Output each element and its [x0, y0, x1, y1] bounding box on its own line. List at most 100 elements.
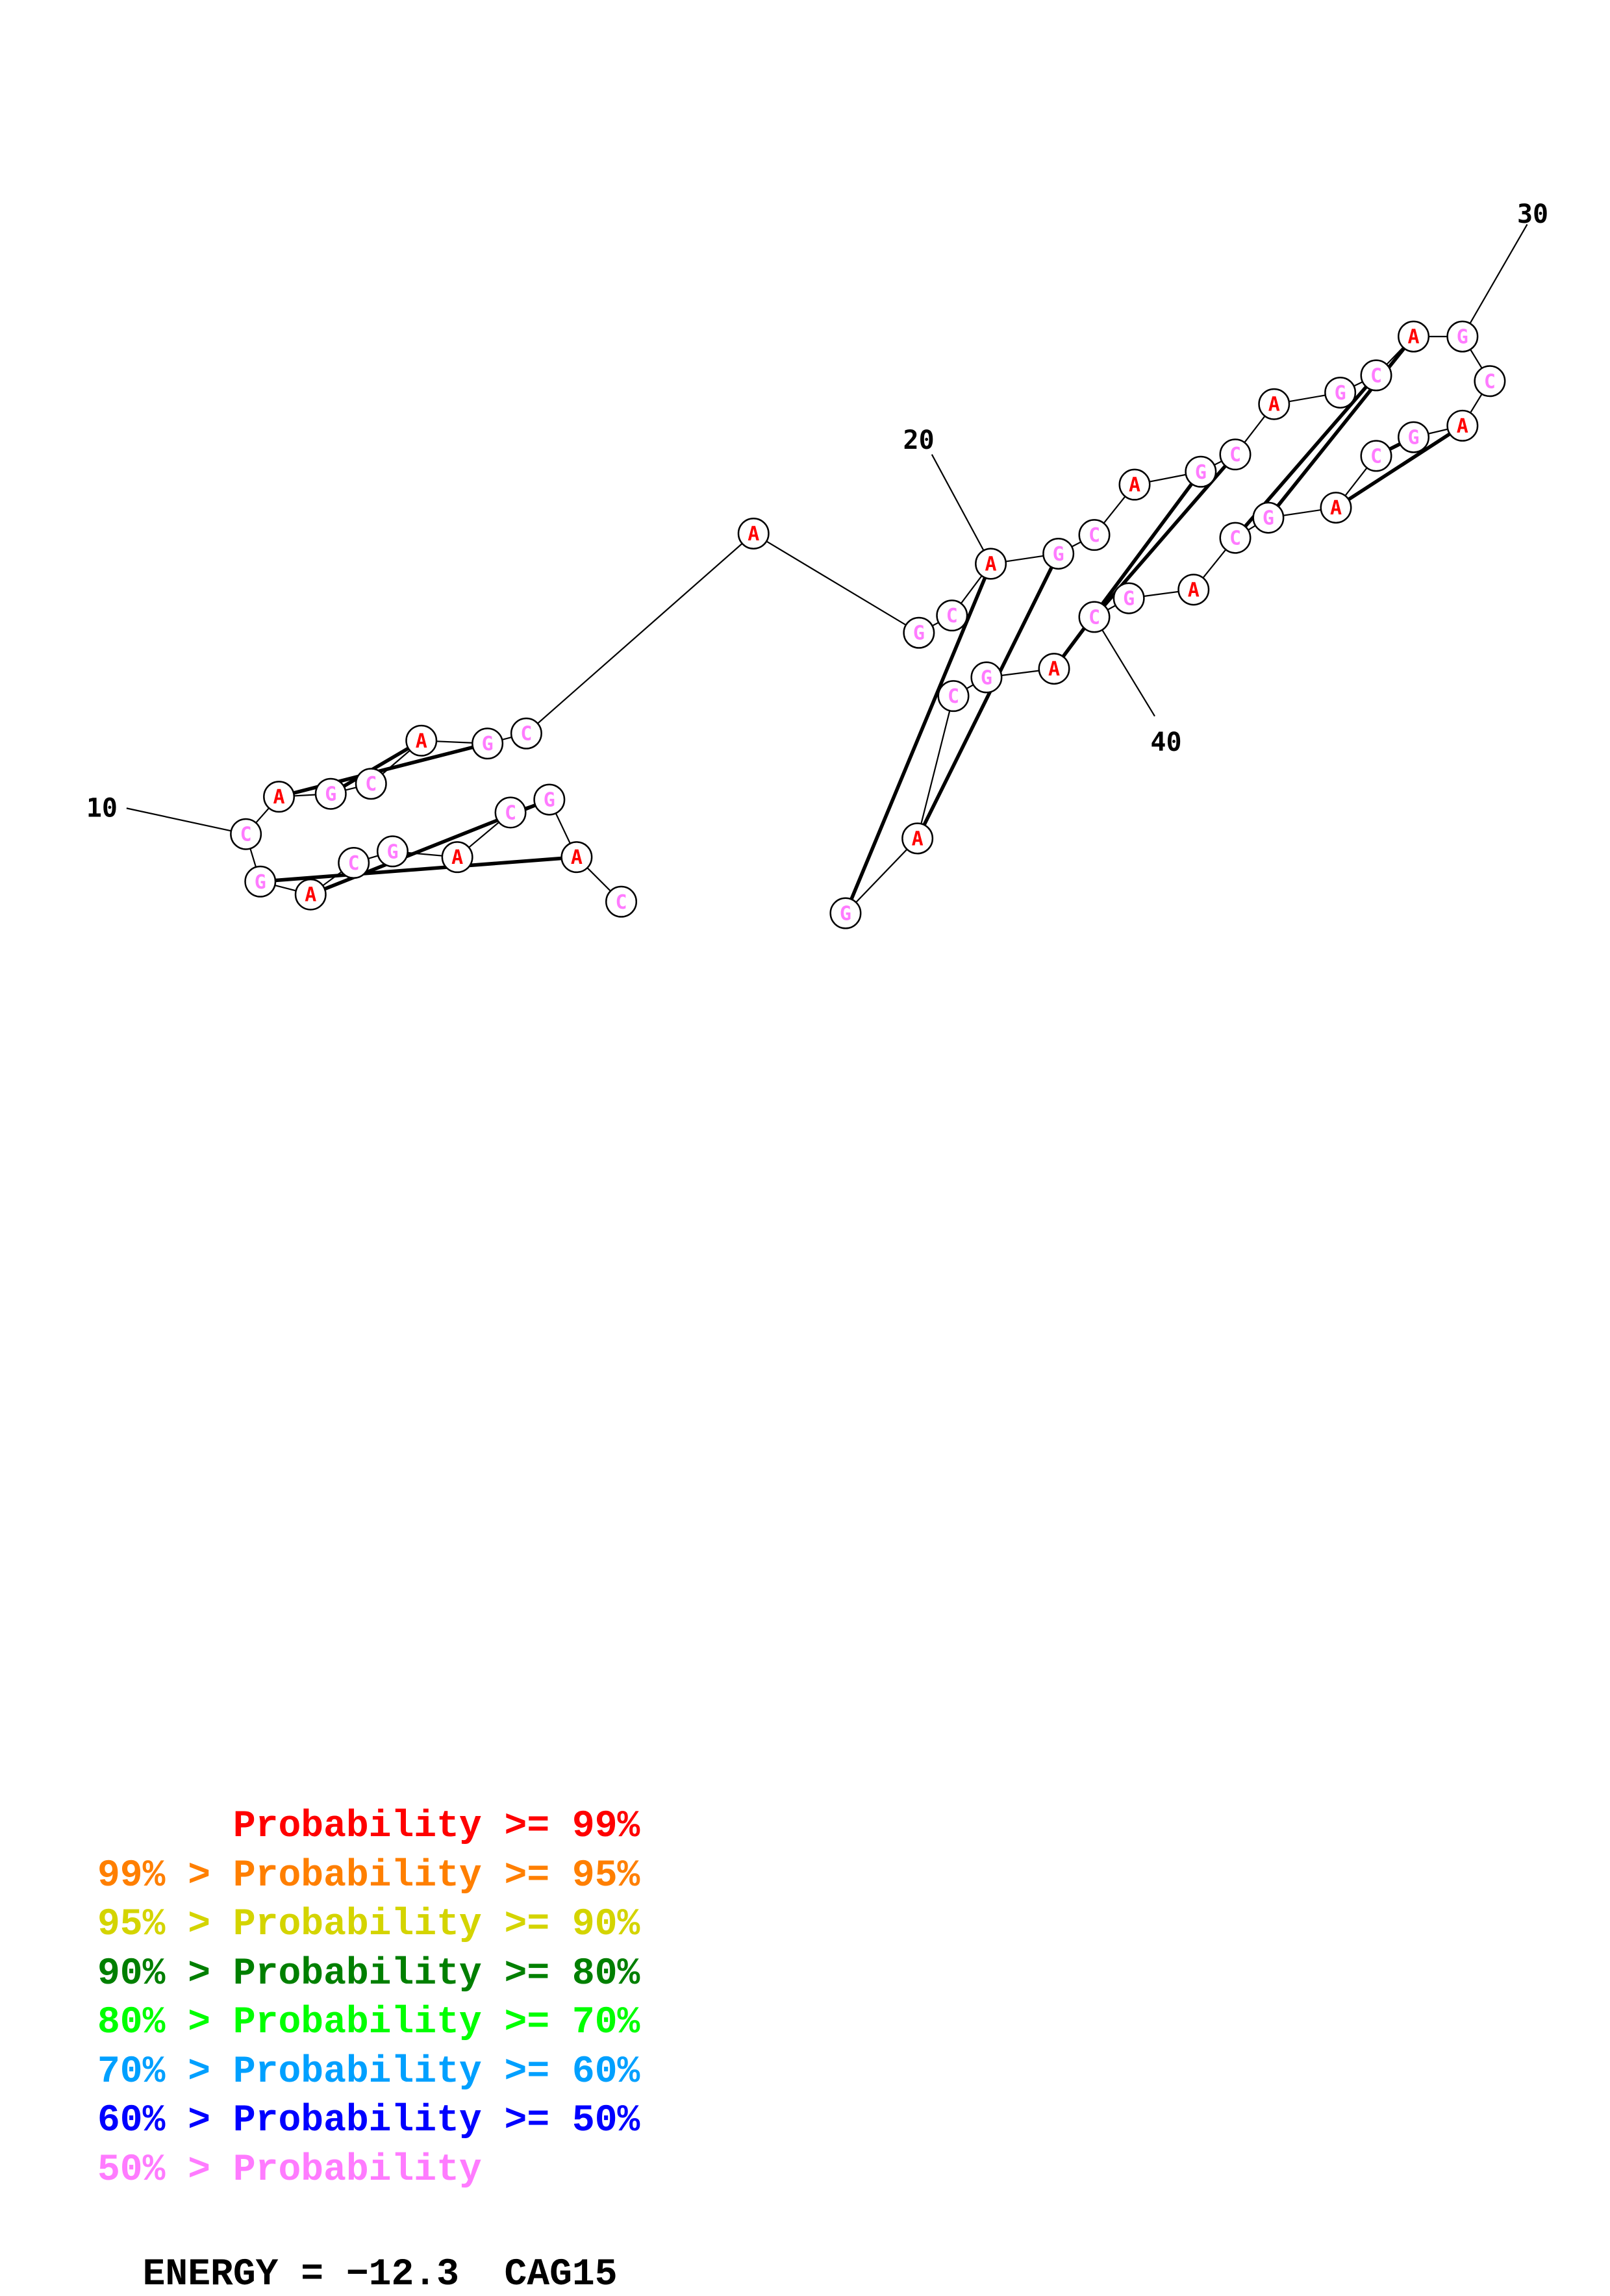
nucleotide-letter: G [386, 840, 398, 863]
base-pair-bond [275, 856, 562, 883]
nucleotide-letter: G [255, 871, 266, 894]
legend-row: 95% > Probability >= 90% [97, 1900, 640, 1950]
nucleotide-circle [472, 727, 504, 760]
nucleotide: C [338, 847, 370, 879]
nucleotide-circle [1398, 320, 1430, 353]
nucleotide: A [294, 878, 327, 911]
legend-threshold: 70% > [97, 2050, 233, 2093]
nucleotide-circle [1177, 574, 1210, 606]
nucleotide-circle [1118, 468, 1151, 501]
nucleotide-letter: G [1123, 588, 1135, 611]
nucleotide-letter: G [1335, 382, 1346, 405]
nucleotide: C [1219, 522, 1252, 554]
energy-label: ENERGY = −12.3 CAG15 [142, 2254, 618, 2296]
legend-threshold [97, 1806, 233, 1848]
nucleotide-letter: C [1088, 606, 1100, 629]
nucleotide-circle [510, 717, 542, 750]
nucleotide-letter: C [1370, 445, 1382, 468]
nucleotide-letter: C [505, 802, 516, 825]
nucleotide-circle [903, 616, 935, 649]
nucleotide: G [533, 783, 566, 816]
nucleotide: A [975, 548, 1007, 580]
nucleotide-letter: A [1129, 474, 1140, 497]
base-pair-bond [1389, 442, 1401, 451]
nucleotide-letter: C [1229, 444, 1241, 466]
nucleotide-letter: C [520, 723, 532, 746]
nucleotide-circle [1219, 438, 1252, 471]
nucleotide-circle [376, 835, 409, 868]
nucleotide-letter: C [1229, 527, 1241, 550]
nucleotide-letter: C [948, 685, 959, 708]
nucleotide: C [230, 818, 262, 850]
position-label: 10 [86, 794, 118, 824]
backbone-segment [753, 533, 920, 634]
nucleotide: C [1078, 519, 1111, 551]
nucleotide: A [1446, 409, 1479, 442]
nucleotide-circle [1252, 501, 1285, 534]
legend-threshold: 99% > [97, 1854, 233, 1897]
nucleotide-circle [1320, 492, 1352, 524]
nucleotide-letter: A [1408, 326, 1420, 349]
backbone-segment [916, 696, 955, 839]
nucleotide: A [737, 517, 770, 549]
nucleotide-circle [1446, 320, 1479, 353]
nucleotide-letter: C [240, 824, 252, 846]
nucleotide-letter: A [1457, 415, 1468, 438]
legend-threshold: 90% > [97, 1952, 233, 1995]
nucleotide-letter: C [616, 891, 627, 914]
nucleotide-letter: A [1188, 579, 1200, 601]
nucleotide-letter: A [1330, 497, 1342, 520]
nucleotide: C [1360, 359, 1392, 392]
legend-row: 50% > Probability [97, 2146, 640, 2195]
legend-row: Probability >= 99% [97, 1802, 640, 1852]
nucleotide: C [355, 768, 387, 800]
legend-threshold: 80% > [97, 2002, 233, 2044]
nucleotide-letter: G [1263, 507, 1274, 530]
backbone-lines [245, 336, 1491, 914]
base-pair-bond [1061, 483, 1194, 658]
nucleotide-letter: A [305, 884, 316, 907]
legend-threshold: 95% > [97, 1904, 233, 1946]
position-label: 40 [1150, 727, 1181, 757]
position-tick-line [1461, 223, 1528, 337]
nucleotide: A [441, 841, 473, 874]
nucleotide-letter: C [1370, 364, 1382, 387]
nucleotide: C [494, 796, 527, 829]
nucleotide-letter: G [981, 666, 992, 689]
nucleotide-circle [441, 841, 473, 874]
base-pair-bond [342, 746, 410, 788]
nucleotide-circle [1185, 455, 1217, 488]
legend-row: 70% > Probability >= 60% [97, 2048, 640, 2097]
nucleotide-circle [1258, 388, 1290, 420]
nucleotide-letter: A [985, 553, 997, 575]
nucleotide-letter: C [1484, 370, 1496, 393]
legend-row: 60% > Probability >= 50% [97, 2097, 640, 2146]
nucleotide-circle [1042, 537, 1075, 570]
base-pair-bond [1103, 464, 1227, 607]
position-tick-line [1094, 616, 1155, 717]
legend-label: Probability >= 50% [233, 2100, 640, 2142]
nucleotide-circle [244, 865, 277, 898]
nucleotide: A [560, 841, 593, 874]
nucleotide-circle [1446, 409, 1479, 442]
legend-threshold: 60% > [97, 2100, 233, 2142]
base-pair-bond [922, 566, 1053, 826]
legend-row: 99% > Probability >= 95% [97, 1852, 640, 1901]
nucleotide: C [936, 599, 968, 632]
nucleotide: G [1398, 421, 1430, 453]
nucleotide-circle [294, 878, 327, 911]
nucleotide-circle [975, 548, 1007, 580]
nucleotide-letter: C [348, 852, 360, 875]
nucleotide: G [970, 661, 1003, 694]
nucleotide-circle [1078, 601, 1111, 633]
nucleotide: G [314, 777, 347, 810]
nucleotide-circle [263, 781, 296, 813]
probability-legend: Probability >= 99% 99% > Probability >= 9… [97, 1802, 640, 2195]
nucleotide: C [1219, 438, 1252, 471]
nucleotide: A [901, 822, 934, 855]
nucleotide-circle [560, 841, 593, 874]
nucleotide-circle [355, 768, 387, 800]
energy-footer: ENERGY = −12.3 CAG15 [97, 2212, 618, 2296]
